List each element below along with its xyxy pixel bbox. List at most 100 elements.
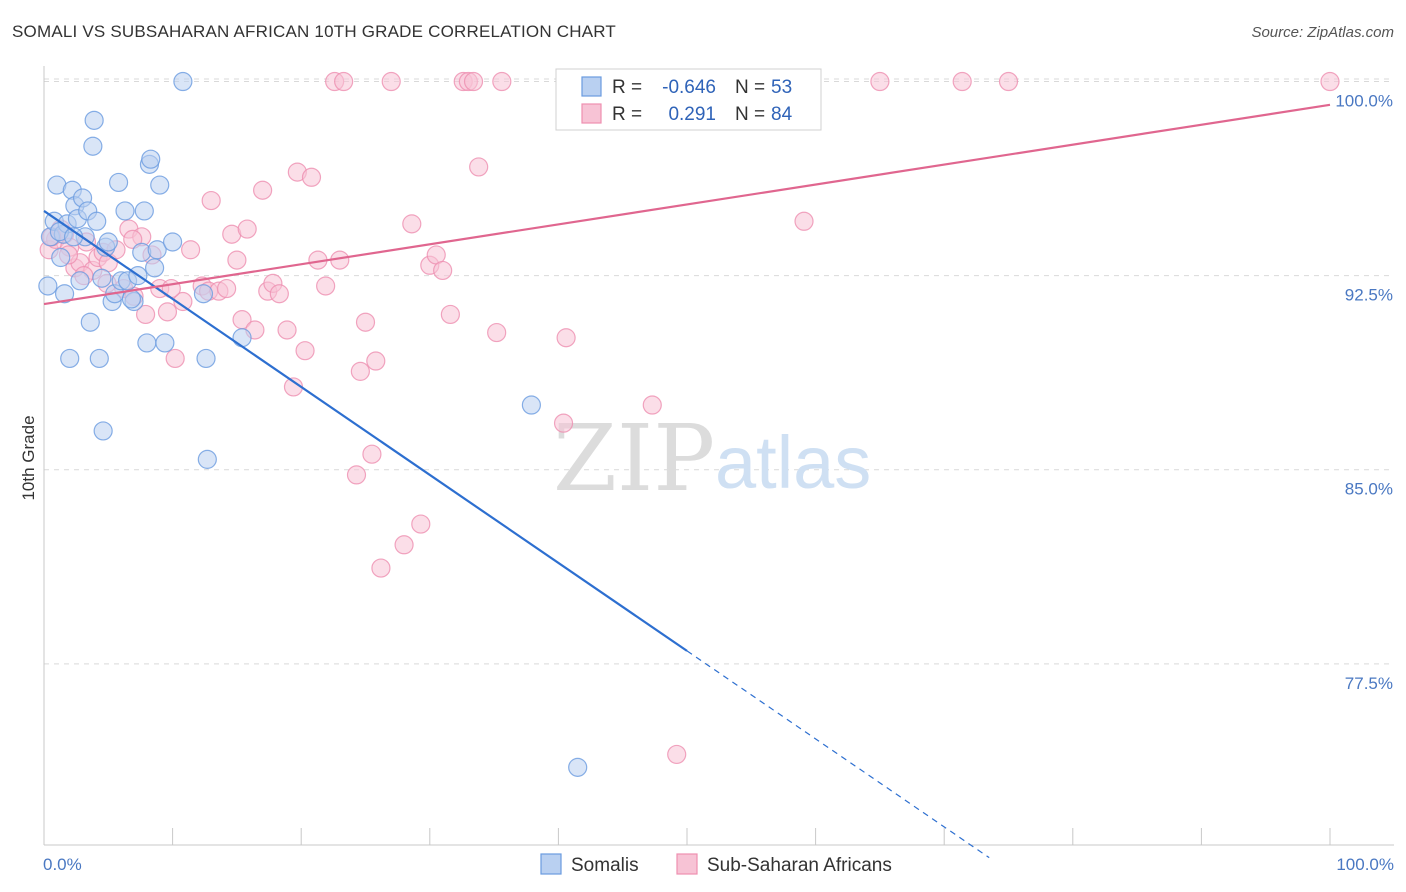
subsaharan-point xyxy=(433,260,453,281)
watermark-zip: ZIP xyxy=(553,405,715,512)
legend-r-value-2: 0.291 xyxy=(668,104,716,125)
subsaharan-point xyxy=(440,304,460,325)
x-tick-label-max: 100.0% xyxy=(1336,855,1394,874)
subsaharan-point xyxy=(642,395,662,415)
watermark-atlas: atlas xyxy=(715,421,871,504)
subsaharan-point xyxy=(794,211,814,231)
legend-swatch-somalis xyxy=(581,76,602,97)
y-tick-label: 100.0% xyxy=(1335,92,1393,111)
subsaharan-point xyxy=(237,219,257,239)
y-tick-labels: 77.5% 85.0% 92.5% 100.0% xyxy=(1335,92,1393,693)
somali-point xyxy=(38,276,58,296)
source-label: Source: ZipAtlas.com xyxy=(1251,24,1394,41)
subsaharan-point xyxy=(350,361,370,381)
somali-point xyxy=(173,71,193,92)
subsaharan-point xyxy=(295,341,315,361)
subsaharan-point xyxy=(277,320,297,340)
subsaharan-point xyxy=(371,558,391,578)
subsaharan-point xyxy=(366,351,386,371)
y-tick-label: 85.0% xyxy=(1345,480,1393,499)
subsaharan-trend-line xyxy=(43,103,1331,306)
subsaharan-point xyxy=(556,328,576,348)
subsaharan-point xyxy=(135,304,156,325)
legend-r-label-1: R = xyxy=(612,77,642,98)
somali-point xyxy=(232,328,252,348)
subsaharan-point xyxy=(301,167,322,187)
somali-point xyxy=(196,348,216,369)
subsaharan-point xyxy=(227,250,247,270)
legend-n-label-1: N = xyxy=(735,77,765,98)
somali-point xyxy=(155,333,175,353)
x-tick-label-min: 0.0% xyxy=(43,855,82,874)
stats-legend: R = -0.646 N = 53 R = 0.291 N = 84 xyxy=(555,68,822,131)
subsaharan-point xyxy=(316,276,336,296)
somali-point xyxy=(87,211,107,231)
subsaharan-point xyxy=(469,157,489,177)
somali-point xyxy=(92,268,112,288)
subsaharan-point xyxy=(553,413,574,433)
subsaharan-point xyxy=(998,71,1019,92)
somali-point xyxy=(568,757,588,777)
somali-trend-extension xyxy=(686,650,990,859)
somali-point xyxy=(141,149,161,169)
series-legend-swatch-subsaharan xyxy=(676,853,698,875)
legend-swatch-subsaharan xyxy=(581,103,602,124)
y-tick-label: 77.5% xyxy=(1345,674,1393,693)
legend-n-value-1: 53 xyxy=(771,77,792,98)
somali-point xyxy=(83,136,103,156)
subsaharan-point xyxy=(411,514,431,534)
somali-point xyxy=(193,284,214,304)
subsaharan-point xyxy=(1320,71,1340,92)
somali-point xyxy=(521,395,541,415)
somali-point xyxy=(54,284,75,304)
somali-point xyxy=(80,312,100,332)
subsaharan-point xyxy=(463,71,484,92)
subsaharan-point xyxy=(381,71,401,92)
subsaharan-point xyxy=(217,278,237,299)
somali-point xyxy=(150,175,170,195)
subsaharan-point xyxy=(334,71,354,92)
trend-lines xyxy=(43,103,1331,859)
legend-n-value-2: 84 xyxy=(771,104,793,125)
legend-n-label-2: N = xyxy=(735,104,765,125)
somali-point xyxy=(144,258,165,278)
watermark: ZIP atlas xyxy=(553,405,871,512)
subsaharan-point xyxy=(181,240,201,260)
somali-points xyxy=(38,71,588,777)
series-legend-label-somalis: Somalis xyxy=(571,855,639,876)
series-legend: Somalis Sub-Saharan Africans xyxy=(540,853,892,876)
somali-point xyxy=(84,110,104,130)
somali-point xyxy=(108,172,129,193)
somali-point xyxy=(51,247,71,268)
grid-lines xyxy=(44,78,1394,665)
series-legend-label-subsaharan: Sub-Saharan Africans xyxy=(707,855,892,876)
subsaharan-point xyxy=(362,444,382,464)
subsaharan-point xyxy=(487,322,507,343)
somali-point xyxy=(147,240,167,260)
subsaharan-point xyxy=(269,284,289,304)
subsaharan-point xyxy=(253,180,273,200)
somali-point xyxy=(197,449,217,469)
subsaharan-point xyxy=(394,535,414,555)
subsaharan-point xyxy=(355,312,376,332)
legend-r-value-1: -0.646 xyxy=(662,77,716,98)
somali-trend-line xyxy=(43,210,688,652)
y-tick-label: 92.5% xyxy=(1345,286,1393,305)
y-axis-label: 10th Grade xyxy=(19,415,38,500)
somali-point xyxy=(60,348,80,369)
subsaharan-point xyxy=(157,302,178,322)
somali-point xyxy=(93,421,113,441)
somali-point xyxy=(115,201,135,221)
subsaharan-point xyxy=(165,348,185,369)
series-legend-swatch-somalis xyxy=(540,853,562,875)
somali-point xyxy=(134,201,154,221)
somali-point xyxy=(137,333,157,353)
axes xyxy=(43,66,1394,846)
subsaharan-point xyxy=(173,291,193,312)
subsaharan-point xyxy=(201,190,221,211)
subsaharan-point xyxy=(402,214,422,234)
somali-point xyxy=(163,232,183,252)
somali-point xyxy=(89,348,109,369)
subsaharan-point xyxy=(346,465,367,485)
